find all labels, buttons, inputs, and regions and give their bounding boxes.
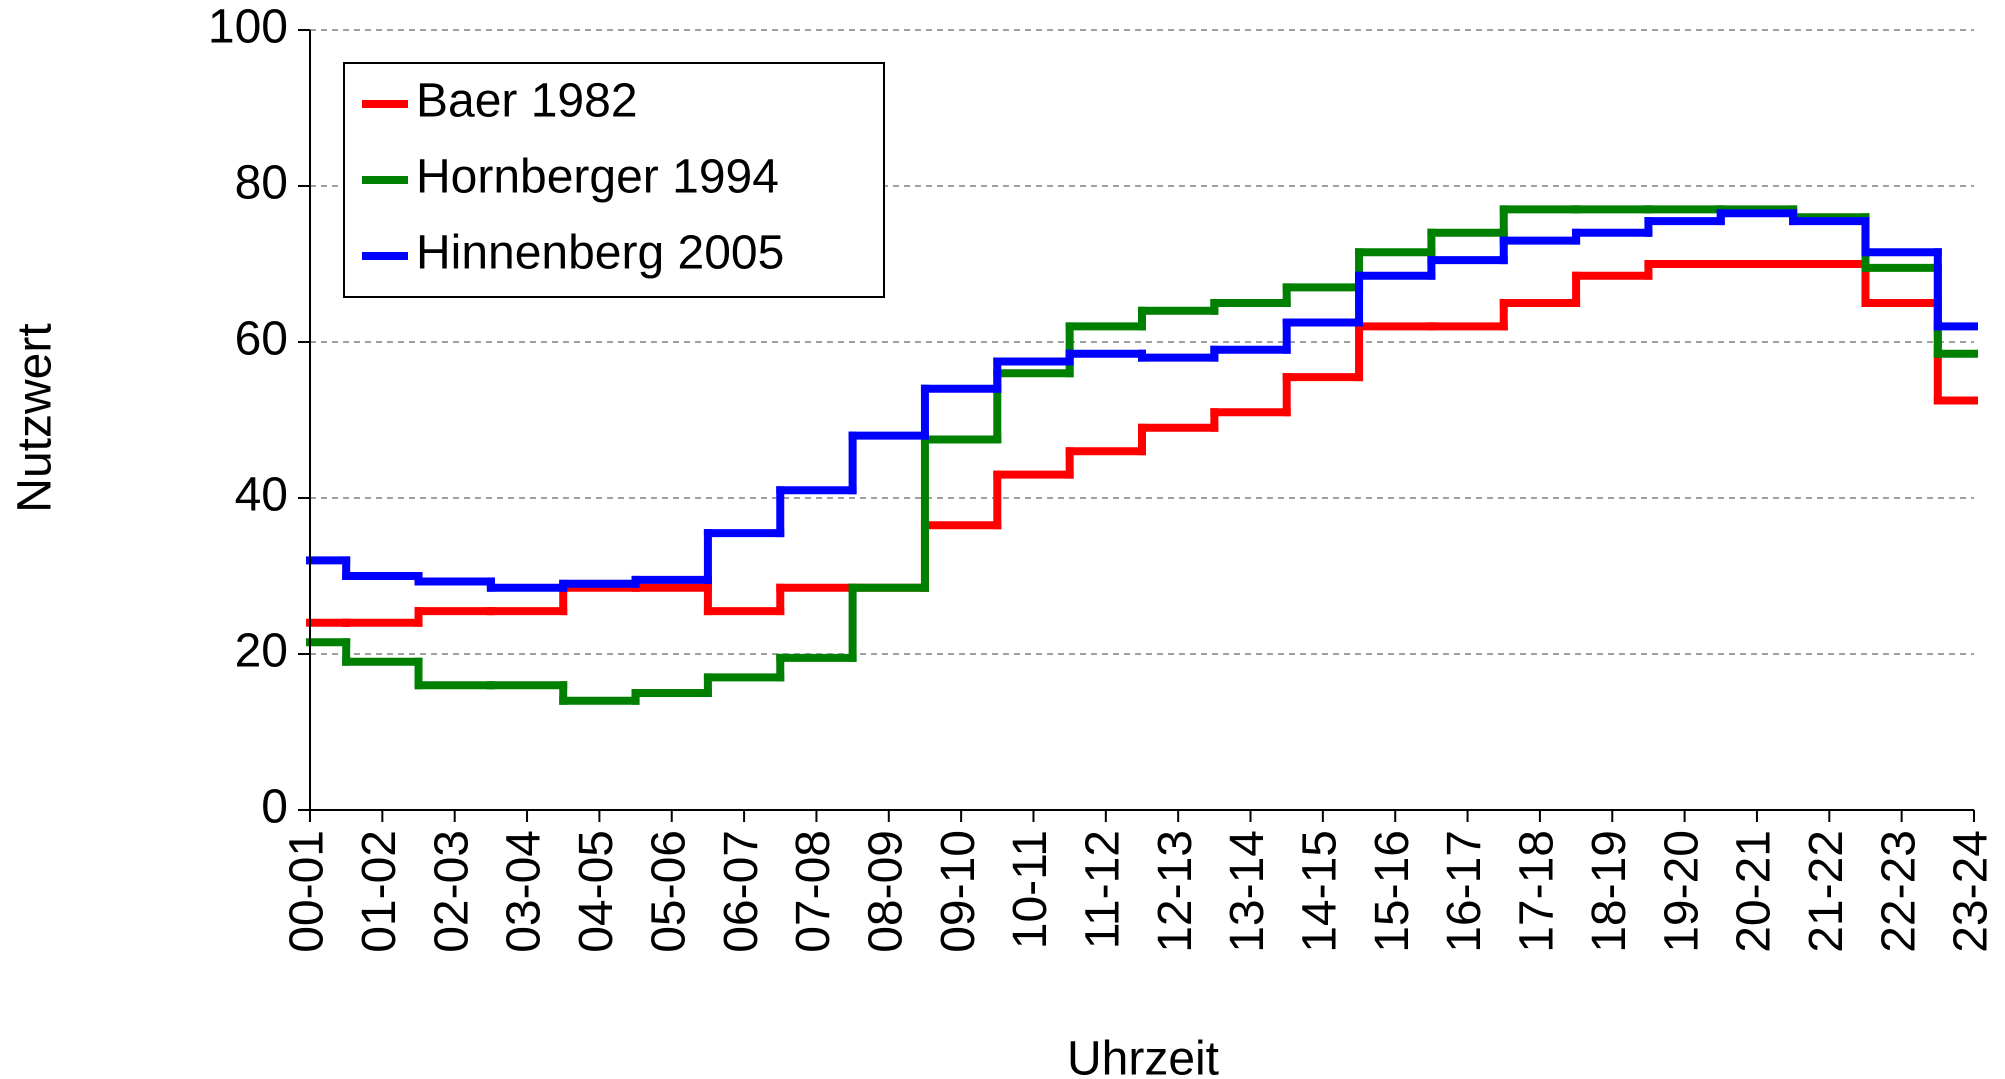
- x-tick-label: 12-13: [1149, 830, 1202, 953]
- x-tick-label: 08-09: [859, 830, 912, 953]
- x-tick-label: 07-08: [787, 830, 840, 953]
- legend-box: [343, 62, 885, 298]
- x-tick-label: 16-17: [1438, 830, 1491, 953]
- x-tick-label: 05-06: [642, 830, 695, 953]
- x-tick-label: 06-07: [715, 830, 768, 953]
- x-tick-label: 22-23: [1872, 830, 1925, 953]
- y-tick-label: 0: [261, 781, 288, 834]
- y-tick-label: 80: [235, 157, 288, 210]
- x-axis-label: Uhrzeit: [1067, 1033, 1219, 1079]
- y-tick-label: 40: [235, 469, 288, 522]
- x-tick-label: 04-05: [570, 830, 623, 953]
- x-tick-label: 02-03: [425, 830, 478, 953]
- x-tick-label: 11-12: [1076, 830, 1129, 949]
- legend-label: Hornberger 1994: [416, 151, 779, 204]
- x-tick-label: 00-01: [281, 830, 334, 953]
- x-tick-label: 19-20: [1655, 830, 1708, 953]
- x-tick-label: 01-02: [353, 830, 406, 953]
- y-tick-label: 20: [235, 625, 288, 678]
- x-tick-label: 20-21: [1728, 830, 1781, 953]
- y-tick-label: 60: [235, 313, 288, 366]
- x-tick-label: 23-24: [1945, 830, 1998, 953]
- x-tick-label: 13-14: [1221, 830, 1274, 953]
- x-tick-label: 18-19: [1583, 830, 1636, 953]
- x-tick-label: 09-10: [932, 830, 985, 953]
- x-tick-label: 14-15: [1294, 830, 1347, 953]
- y-tick-label: 100: [208, 1, 288, 54]
- legend-label: Baer 1982: [416, 75, 638, 128]
- x-tick-label: 10-11: [1004, 830, 1057, 949]
- x-tick-label: 17-18: [1511, 830, 1564, 953]
- legend-label: Hinnenberg 2005: [416, 227, 784, 280]
- x-tick-label: 03-04: [498, 830, 551, 953]
- x-tick-label: 15-16: [1366, 830, 1419, 953]
- x-tick-label: 21-22: [1800, 830, 1853, 953]
- y-axis-label: Nutzwert: [9, 323, 62, 512]
